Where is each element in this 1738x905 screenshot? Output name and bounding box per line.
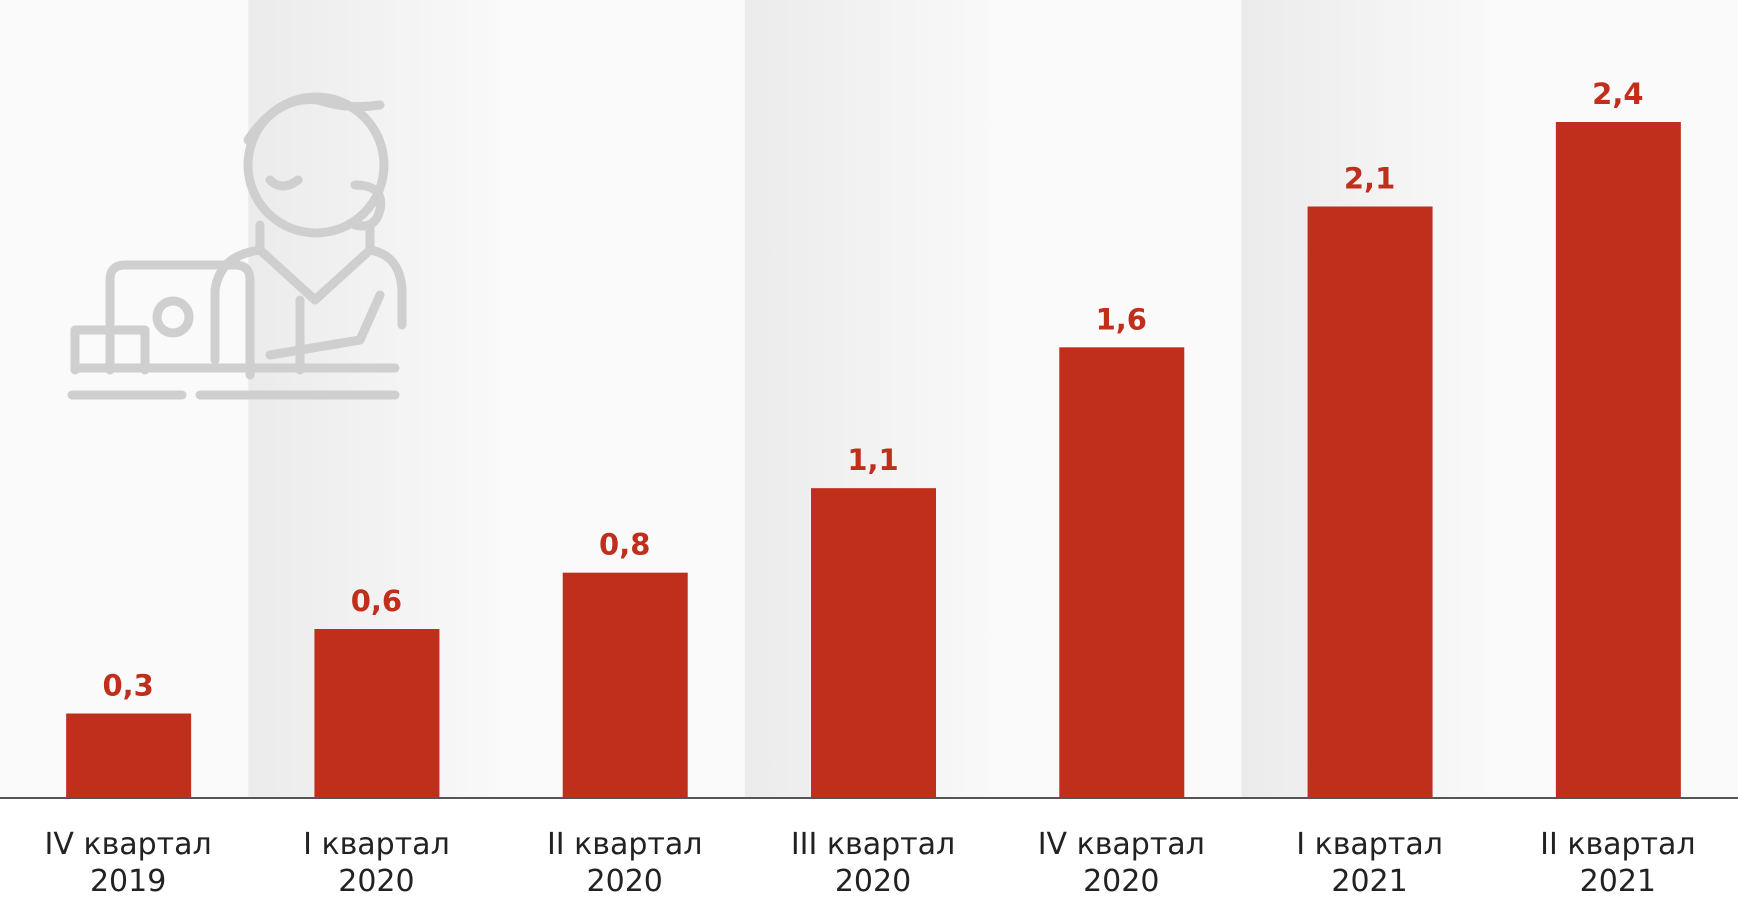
value-label: 0,3 bbox=[102, 669, 153, 703]
x-tick-label: III квартал 2020 bbox=[790, 827, 956, 899]
x-tick-label: IV квартал 2020 bbox=[1037, 827, 1205, 899]
bar bbox=[314, 629, 440, 798]
value-label: 0,6 bbox=[351, 584, 402, 618]
x-tick-label: IV квартал 2019 bbox=[44, 827, 212, 899]
bar bbox=[66, 713, 192, 798]
bar bbox=[1059, 347, 1185, 798]
value-label: 2,1 bbox=[1344, 162, 1395, 196]
x-tick-label: I квартал 2020 bbox=[303, 827, 450, 899]
bar bbox=[1555, 122, 1681, 798]
bar bbox=[811, 488, 936, 798]
value-label: 1,6 bbox=[1096, 302, 1147, 336]
bar bbox=[562, 572, 688, 798]
value-label: 0,8 bbox=[599, 528, 650, 562]
x-tick-label: I квартал 2021 bbox=[1296, 827, 1443, 899]
bar bbox=[1307, 206, 1433, 798]
value-label: 1,1 bbox=[847, 443, 898, 477]
x-tick-label: II квартал 2020 bbox=[546, 827, 703, 899]
value-label: 2,4 bbox=[1592, 77, 1643, 111]
decor-icon bbox=[67, 92, 407, 400]
x-tick-label: II квартал 2021 bbox=[1540, 827, 1696, 899]
